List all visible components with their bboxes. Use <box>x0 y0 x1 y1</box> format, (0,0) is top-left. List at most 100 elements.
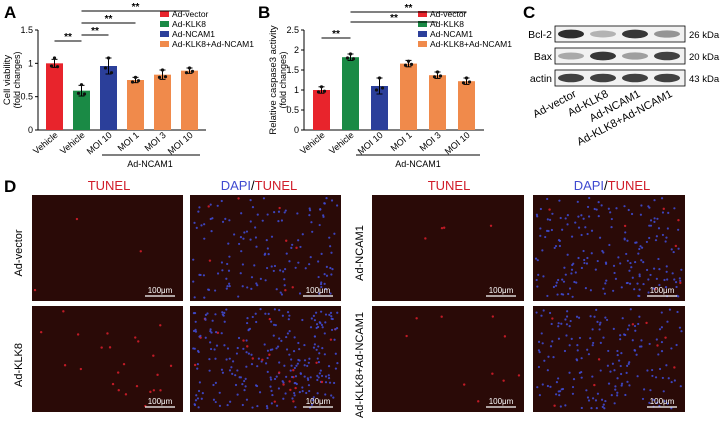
nucleus-dot <box>595 208 598 211</box>
nucleus-dot <box>241 285 244 288</box>
panel-a-data-point <box>157 75 162 79</box>
nucleus-dot <box>577 316 581 319</box>
panel-a-x-tick-label: MOI 10 <box>85 130 114 157</box>
nucleus-dot <box>228 285 231 288</box>
nucleus-dot <box>601 405 604 408</box>
nucleus-dot <box>586 232 589 236</box>
tunel-positive-cell <box>39 330 43 334</box>
nucleus-dot <box>209 328 212 331</box>
nucleus-dot <box>243 388 246 392</box>
nucleus-dot <box>546 294 549 298</box>
nucleus-dot <box>323 282 326 285</box>
panel-b-data-point <box>351 57 356 61</box>
dapi-word: DAPI <box>221 178 251 193</box>
nucleus-dot <box>660 350 664 353</box>
nucleus-dot <box>265 266 269 270</box>
nucleus-dot <box>192 329 196 333</box>
nucleus-dot <box>234 374 237 377</box>
panel-b-data-point <box>461 81 466 85</box>
nucleus-dot <box>210 230 213 233</box>
tunel-positive-cell <box>100 346 103 349</box>
nucleus-dot <box>278 361 281 364</box>
nucleus-dot <box>197 406 200 409</box>
tunel-positive-cell <box>122 362 126 366</box>
nucleus-dot <box>211 319 214 322</box>
nucleus-dot <box>563 349 567 353</box>
nucleus-dot <box>651 368 654 372</box>
nucleus-dot <box>628 361 631 364</box>
panel-b-bar <box>313 90 330 130</box>
nucleus-dot <box>329 311 333 314</box>
nucleus-dot <box>582 249 585 253</box>
nucleus-dot <box>593 315 596 318</box>
blot-row-label: Bcl-2 <box>528 29 552 41</box>
nucleus-dot <box>212 383 215 387</box>
nucleus-dot <box>665 265 668 268</box>
nucleus-dot <box>603 292 606 295</box>
nucleus-dot <box>624 393 627 397</box>
nucleus-dot <box>273 377 277 381</box>
nucleus-dot <box>197 210 200 213</box>
nucleus-dot <box>566 310 569 313</box>
panel-b-y-tick-label: 1.5 <box>286 65 299 75</box>
panel-b-data-point <box>403 63 408 67</box>
nucleus-dot <box>596 259 599 263</box>
nucleus-dot <box>270 320 273 323</box>
panel-a-data-point <box>187 66 192 70</box>
nucleus-dot <box>285 252 288 255</box>
nucleus-dot <box>666 227 669 230</box>
nucleus-dot <box>613 369 616 372</box>
nucleus-dot <box>303 375 306 378</box>
nucleus-dot <box>285 348 289 351</box>
panel-b-data-point <box>409 62 414 66</box>
nucleus-dot <box>329 266 332 270</box>
nucleus-dot <box>323 273 326 276</box>
nucleus-dot <box>317 345 320 348</box>
panel-b-data-point <box>319 85 324 89</box>
nucleus-dot <box>209 217 212 221</box>
nucleus-dot <box>657 353 660 356</box>
nucleus-dot <box>265 404 269 408</box>
nucleus-dot <box>336 204 339 207</box>
nucleus-dot <box>324 375 328 378</box>
panel-a-data-point <box>184 71 189 75</box>
nucleus-dot <box>673 278 676 281</box>
nucleus-dot <box>270 235 274 238</box>
tunel-positive-cell <box>329 338 333 341</box>
tunel-positive-cell <box>139 250 142 253</box>
nucleus-dot <box>281 380 284 383</box>
nucleus-dot <box>600 204 603 207</box>
tunel-positive-cell <box>237 197 240 200</box>
nucleus-dot <box>576 200 579 203</box>
nucleus-dot <box>655 235 658 238</box>
nucleus-dot <box>671 272 674 275</box>
nucleus-dot <box>628 269 631 272</box>
panel-a-y-tick-label: 0 <box>28 125 33 135</box>
nucleus-dot <box>308 214 311 217</box>
tunel-positive-cell <box>261 358 264 361</box>
nucleus-dot <box>595 407 598 410</box>
nucleus-dot <box>640 259 643 262</box>
nucleus-dot <box>226 347 230 350</box>
nucleus-dot <box>620 286 623 289</box>
nucleus-dot <box>580 406 583 410</box>
nucleus-dot <box>310 317 313 320</box>
blot-band <box>558 73 584 83</box>
nucleus-dot <box>288 330 291 333</box>
nucleus-dot <box>307 361 310 364</box>
panel-a-data-point <box>76 91 81 95</box>
nucleus-dot <box>548 218 552 221</box>
nucleus-dot <box>328 313 331 317</box>
nucleus-dot <box>631 276 634 279</box>
panel-a-significance: ** ** ** ** <box>54 2 190 43</box>
nucleus-dot <box>228 282 231 285</box>
nucleus-dot <box>313 319 316 322</box>
panel-a-legend-swatch <box>160 41 169 47</box>
nucleus-dot <box>214 381 217 384</box>
nucleus-dot <box>549 345 553 348</box>
nucleus-dot <box>242 347 245 350</box>
nucleus-dot <box>244 385 247 388</box>
nucleus-dot <box>561 278 564 281</box>
tunel-positive-cell <box>116 371 120 374</box>
